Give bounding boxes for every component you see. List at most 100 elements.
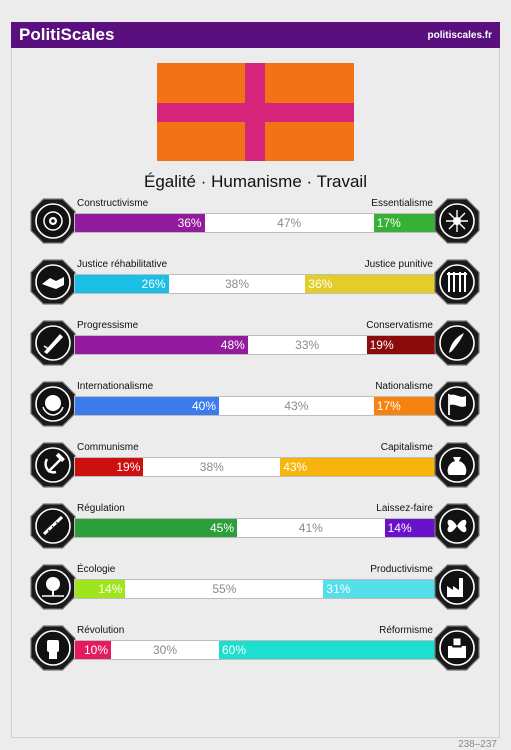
handshake-icon (30, 259, 76, 305)
axis-middle-percent: 41% (298, 521, 323, 535)
axis-bar: 36% 47% 17% (74, 213, 436, 233)
axis-left-label: Régulation (77, 503, 125, 514)
axis-right-label: Conservatisme (366, 320, 433, 331)
axis-bar: 19% 38% 43% (74, 457, 436, 477)
axis-bar: 45% 41% 14% (74, 518, 436, 538)
axis-row: Écologie Productivisme 14% 55% 31% (30, 564, 480, 614)
axis-row: Révolution Réformisme 10% 30% 60% (30, 625, 480, 675)
axis-left-percent: 10% (83, 643, 108, 657)
brand-title: PolitiScales (19, 25, 115, 44)
axis-left-label: Justice réhabilitative (77, 259, 168, 270)
axis-right-label: Nationalisme (375, 381, 433, 392)
axis-left-label: Révolution (77, 625, 125, 636)
hammer-sickle-icon (30, 442, 76, 488)
axis-middle-segment: 38% (143, 458, 281, 476)
axis-left-label: Constructivisme (77, 198, 149, 209)
axis-right-segment: 17% (373, 214, 435, 232)
page-footer: 238–237 (458, 739, 497, 750)
axis-bar: 48% 33% 19% (74, 335, 436, 355)
prison-bars-icon (434, 259, 480, 305)
axis-row: Régulation Laissez-faire 45% 41% 14% (30, 503, 480, 553)
tree-landscape-icon (30, 564, 76, 610)
axis-left-segment: 36% (75, 214, 205, 232)
axis-bar: 40% 43% 17% (74, 396, 436, 416)
axis-left-label: Communisme (77, 442, 139, 453)
butterfly-icon (434, 503, 480, 549)
axis-middle-percent: 47% (277, 216, 302, 230)
axis-left-percent: 48% (220, 338, 245, 352)
axis-middle-segment: 55% (125, 580, 324, 598)
rocket-icon (30, 320, 76, 366)
axis-bar: 26% 38% 36% (74, 274, 436, 294)
axis-left-label: Internationalisme (77, 381, 154, 392)
axis-middle-segment: 30% (111, 641, 219, 659)
axis-right-percent: 19% (369, 338, 394, 352)
axis-middle-segment: 38% (168, 275, 306, 293)
axis-middle-percent: 55% (212, 582, 237, 596)
axis-left-percent: 45% (209, 521, 234, 535)
results-card (11, 48, 500, 738)
axis-row: Constructivisme Essentialisme 36% 47% 17% (30, 198, 480, 248)
axis-right-label: Justice punitive (364, 259, 433, 270)
axis-right-label: Réformisme (379, 625, 433, 636)
axis-left-segment: 40% (75, 397, 219, 415)
axis-middle-segment: 33% (247, 336, 367, 354)
axis-right-label: Productivisme (370, 564, 433, 575)
axis-middle-percent: 33% (295, 338, 320, 352)
axis-middle-percent: 38% (199, 460, 224, 474)
axis-row: Justice réhabilitative Justice punitive 26… (30, 259, 480, 309)
fist-icon (30, 625, 76, 671)
axis-right-segment: 31% (323, 580, 435, 598)
axis-left-percent: 19% (116, 460, 141, 474)
axis-middle-segment: 41% (237, 519, 385, 537)
axis-left-segment: 10% (75, 641, 111, 659)
globe-wreath-icon (30, 381, 76, 427)
axis-left-label: Progressisme (77, 320, 139, 331)
axis-row: Internationalisme Nationalisme 40% 43% 17% (30, 381, 480, 431)
dna-star-icon (434, 198, 480, 244)
axis-left-segment: 14% (75, 580, 126, 598)
axis-right-percent: 60% (222, 643, 247, 657)
axis-left-percent: 26% (141, 277, 166, 291)
axis-middle-segment: 43% (219, 397, 374, 415)
axis-right-label: Capitalisme (380, 442, 433, 453)
axis-right-segment: 14% (384, 519, 435, 537)
axis-right-segment: 60% (219, 641, 435, 659)
axis-right-percent: 14% (387, 521, 412, 535)
axis-right-percent: 17% (376, 399, 401, 413)
axis-middle-percent: 43% (284, 399, 309, 413)
axis-left-percent: 14% (98, 582, 123, 596)
axis-right-label: Laissez-faire (376, 503, 433, 514)
axis-row: Communisme Capitalisme 19% 38% 43% (30, 442, 480, 492)
axis-middle-segment: 47% (204, 214, 374, 232)
axis-left-percent: 40% (191, 399, 216, 413)
axis-left-percent: 36% (177, 216, 202, 230)
axis-right-percent: 17% (376, 216, 401, 230)
axis-bar: 14% 55% 31% (74, 579, 436, 599)
ballot-box-icon (434, 625, 480, 671)
axis-bar: 10% 30% 60% (74, 640, 436, 660)
axis-row: Progressisme Conservatisme 48% 33% 19% (30, 320, 480, 370)
axis-right-segment: 17% (373, 397, 435, 415)
slogan-text: Égalité · Humanisme · Travail (144, 172, 367, 191)
factory-icon (434, 564, 480, 610)
axis-left-segment: 48% (75, 336, 248, 354)
axis-middle-percent: 30% (152, 643, 178, 657)
ideology-flag (157, 63, 354, 161)
axis-left-label: Écologie (77, 564, 116, 575)
app-header: PolitiScales politiscales.fr (11, 22, 500, 48)
axis-right-percent: 36% (308, 277, 333, 291)
axis-right-percent: 31% (326, 582, 351, 596)
eye-in-spiral-icon (30, 198, 76, 244)
axis-right-segment: 19% (366, 336, 435, 354)
money-bag-icon (434, 442, 480, 488)
flag-icon (434, 381, 480, 427)
axis-right-label: Essentialisme (371, 198, 433, 209)
axis-left-segment: 45% (75, 519, 237, 537)
site-link[interactable]: politiscales.fr (427, 29, 492, 41)
axis-middle-percent: 38% (224, 277, 249, 291)
axis-right-percent: 43% (283, 460, 308, 474)
axis-right-segment: 36% (305, 275, 435, 293)
axis-left-segment: 26% (75, 275, 169, 293)
axis-left-segment: 19% (75, 458, 144, 476)
